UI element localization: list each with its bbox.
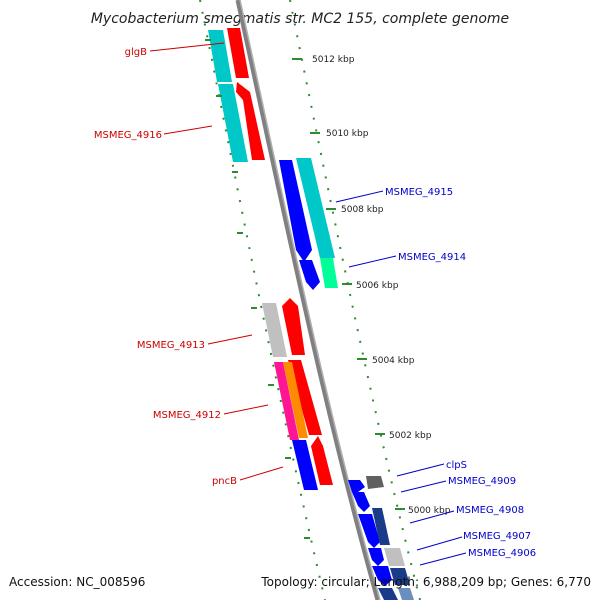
tick-label: 5006 kbp xyxy=(356,281,399,291)
cog-partial[interactable] xyxy=(398,588,414,600)
cds-forward-MSMEG-4906[interactable] xyxy=(372,566,392,586)
kbp-scale: 5012 kbp 5010 kbp 5008 kbp 5006 kbp 5004… xyxy=(292,55,451,516)
cds-reverse-MSMEG-4913[interactable] xyxy=(282,298,305,355)
inner-ticks xyxy=(205,39,310,539)
label-leader xyxy=(396,463,445,477)
tick-label: 5002 kbp xyxy=(389,431,432,441)
outer-guide-ring xyxy=(289,0,421,600)
cds-forward-MSMEG-4914[interactable] xyxy=(299,260,320,290)
cds-forward-MSMEG-4909[interactable] xyxy=(352,492,370,512)
label-leader xyxy=(348,255,397,268)
cog-MSMEG-4912-b[interactable] xyxy=(283,362,308,438)
cds-reverse-pncB[interactable] xyxy=(311,436,333,485)
gene-label-pncB[interactable]: pncB xyxy=(212,476,237,487)
tick-label: 5008 kbp xyxy=(341,205,384,215)
cds-reverse-glgB[interactable] xyxy=(227,28,249,78)
cog-MSMEG-4912-a[interactable] xyxy=(274,362,299,440)
gene-label-MSMEG-4915[interactable]: MSMEG_4915 xyxy=(385,187,453,198)
gene-label-MSMEG-4906[interactable]: MSMEG_4906 xyxy=(468,548,536,559)
accession-text: Accession: NC_008596 xyxy=(9,575,145,589)
backbone-highlight xyxy=(239,0,381,600)
cds-forward-partial[interactable] xyxy=(378,588,398,600)
cog-clpS[interactable] xyxy=(366,476,384,489)
label-leader xyxy=(207,334,253,345)
cog-MSMEG-4915[interactable] xyxy=(296,158,335,258)
label-leader xyxy=(335,190,384,203)
inner-guide-ring xyxy=(199,0,326,600)
label-leader xyxy=(416,536,463,551)
gene-label-clpS[interactable]: clpS xyxy=(446,460,467,471)
gene-label-MSMEG-4913[interactable]: MSMEG_4913 xyxy=(137,340,205,351)
cog-MSMEG-4913[interactable] xyxy=(262,303,287,357)
label-leader xyxy=(400,480,447,493)
forward-gene-labels: MSMEG_4915 MSMEG_4914 clpS MSMEG_4909 MS… xyxy=(335,187,536,566)
label-leader xyxy=(409,510,455,524)
gene-label-MSMEG-4912[interactable]: MSMEG_4912 xyxy=(153,410,221,421)
reverse-gene-labels: glgB MSMEG_4916 MSMEG_4913 MSMEG_4912 pn… xyxy=(94,42,284,487)
tick-label: 5010 kbp xyxy=(326,129,369,139)
label-leader xyxy=(149,42,225,52)
backbone-ring xyxy=(235,0,381,600)
gene-label-MSMEG-4908[interactable]: MSMEG_4908 xyxy=(456,505,524,516)
cog-MSMEG-4908[interactable] xyxy=(372,508,390,545)
label-leader xyxy=(163,125,213,135)
tick-label: 5000 kbp xyxy=(408,506,451,516)
cds-forward-MSMEG-4907[interactable] xyxy=(368,548,384,566)
gene-label-MSMEG-4907[interactable]: MSMEG_4907 xyxy=(463,531,531,542)
cds-forward-MSMEG-4908[interactable] xyxy=(358,514,380,548)
label-leader xyxy=(239,466,284,481)
cds-forward-clpS[interactable] xyxy=(348,480,365,492)
label-leader xyxy=(419,552,467,566)
gene-label-MSMEG-4914[interactable]: MSMEG_4914 xyxy=(398,252,466,263)
cog-MSMEG-4914[interactable] xyxy=(320,258,338,288)
cds-reverse-MSMEG-4916[interactable] xyxy=(236,82,265,160)
gene-label-glgB[interactable]: glgB xyxy=(125,47,147,58)
cog-pncB[interactable] xyxy=(292,440,318,490)
cog-MSMEG-4916[interactable] xyxy=(218,84,248,162)
gene-label-MSMEG-4909[interactable]: MSMEG_4909 xyxy=(448,476,516,487)
cds-forward-MSMEG-4915[interactable] xyxy=(279,160,312,262)
cds-reverse-MSMEG-4912[interactable] xyxy=(288,360,322,435)
tick-label: 5004 kbp xyxy=(372,356,415,366)
tick-label: 5012 kbp xyxy=(312,55,355,65)
cog-MSMEG-4907[interactable] xyxy=(384,548,405,566)
map-title: Mycobacterium smegmatis str. MC2 155, co… xyxy=(91,11,509,27)
genome-summary-text: Topology: circular; Length: 6,988,209 bp… xyxy=(260,575,591,589)
cog-glgB[interactable] xyxy=(208,30,232,82)
gene-label-MSMEG-4916[interactable]: MSMEG_4916 xyxy=(94,130,162,141)
label-leader xyxy=(223,404,269,415)
cog-MSMEG-4906[interactable] xyxy=(390,568,410,585)
